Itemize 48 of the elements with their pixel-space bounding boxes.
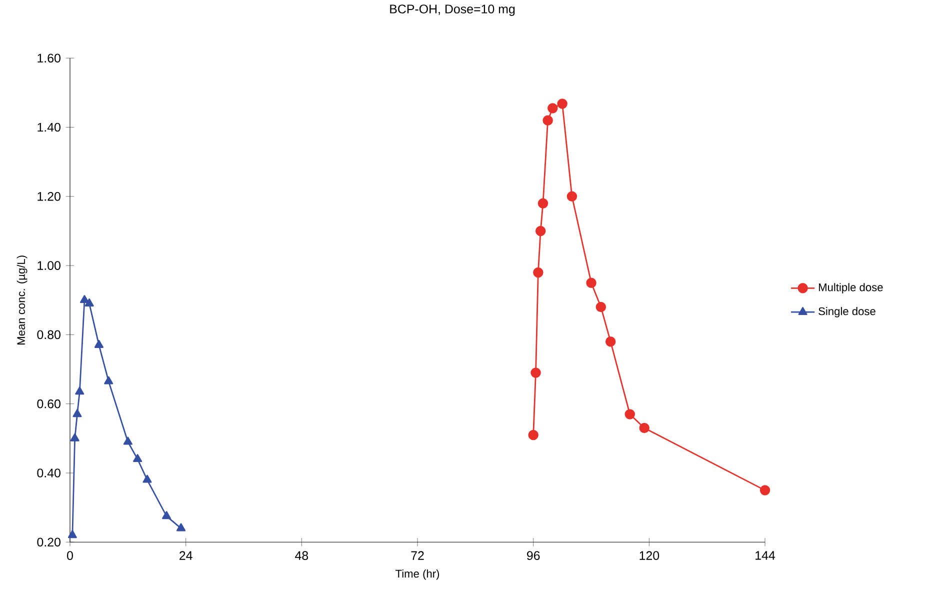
chart-title: BCP-OH, Dose=10 mg [390,4,515,16]
y-tick-label: 1.60 [38,54,60,62]
point [530,368,541,378]
point [162,511,172,520]
point [639,422,650,434]
point [605,336,616,347]
y-tick-label: 0.20 [37,538,60,546]
x-tick-label: 144 [756,551,776,560]
legend-label: Single dose [818,306,876,318]
point [535,226,546,236]
point [557,98,568,109]
y-tick-label: 1.40 [38,122,60,132]
x-tick-label: 120 [640,551,660,560]
point [596,302,606,312]
x-axis-title: Time (hr) [396,569,440,580]
point [104,376,114,384]
legend-label: Multiple dose [818,283,883,294]
point [75,386,84,395]
point [70,433,80,442]
point [142,474,152,483]
point [760,485,770,496]
point [123,436,132,445]
x-tick-label: 48 [295,551,308,560]
y-tick-label: 0.80 [37,330,60,340]
x-tick-label: 72 [411,551,424,560]
point [586,278,596,288]
y-axis-title: Mean conc. (µg/L) [16,256,28,344]
point [538,198,548,208]
point [548,103,558,114]
point [72,409,82,418]
point [176,523,186,532]
y-tick-label: 1.00 [38,261,60,270]
point [533,267,544,278]
point [94,340,104,348]
x-tick-label: 24 [180,551,192,560]
point [80,294,90,303]
y-tick-label: 0.60 [37,399,60,408]
point [133,454,142,462]
x-tick-label: 0 [67,551,73,560]
point [84,298,94,306]
point [566,191,578,202]
point [68,530,77,538]
x-tick-label: 96 [527,551,540,560]
point [528,430,538,440]
y-tick-label: 1.20 [38,192,60,201]
y-tick-label: 0.40 [37,468,60,478]
point [624,409,635,420]
point [542,115,553,126]
